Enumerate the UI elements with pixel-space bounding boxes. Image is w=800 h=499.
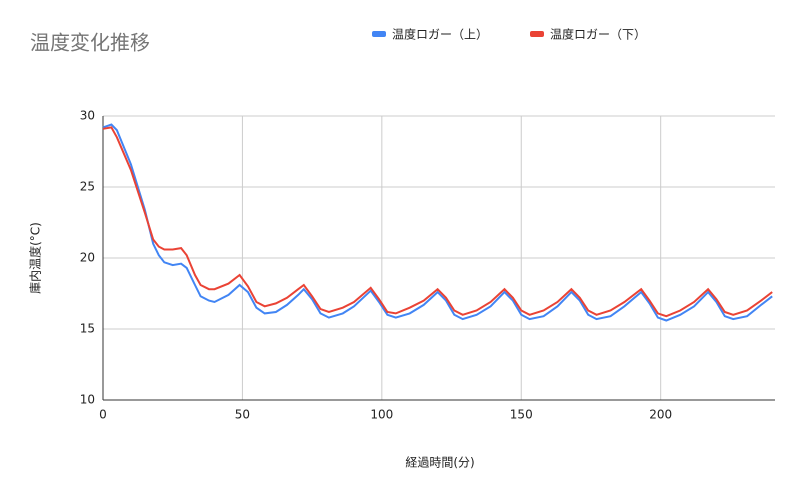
- x-axis-label: 経過時間(分): [405, 456, 474, 470]
- x-tick-label: 0: [99, 408, 107, 422]
- y-tick-label: 25: [80, 180, 95, 194]
- x-tick-label: 200: [649, 408, 672, 422]
- y-tick-label: 30: [80, 109, 95, 123]
- x-tick-label: 100: [370, 408, 393, 422]
- chart-title: 温度変化推移: [30, 31, 150, 55]
- y-tick-label: 20: [80, 251, 95, 265]
- data-line: [102, 126, 773, 318]
- legend-swatch: [372, 31, 386, 37]
- x-tick-label: 150: [510, 408, 533, 422]
- data-line: [102, 123, 773, 322]
- legend-label: 温度ロガー（上）: [392, 27, 488, 42]
- legend-swatch: [530, 31, 544, 37]
- x-tick-label: 50: [235, 408, 250, 422]
- legend-label: 温度ロガー（下）: [550, 27, 646, 42]
- y-tick-label: 15: [80, 322, 95, 336]
- y-tick-label: 10: [80, 393, 95, 407]
- y-axis-label: 庫内温度(°C): [28, 222, 43, 294]
